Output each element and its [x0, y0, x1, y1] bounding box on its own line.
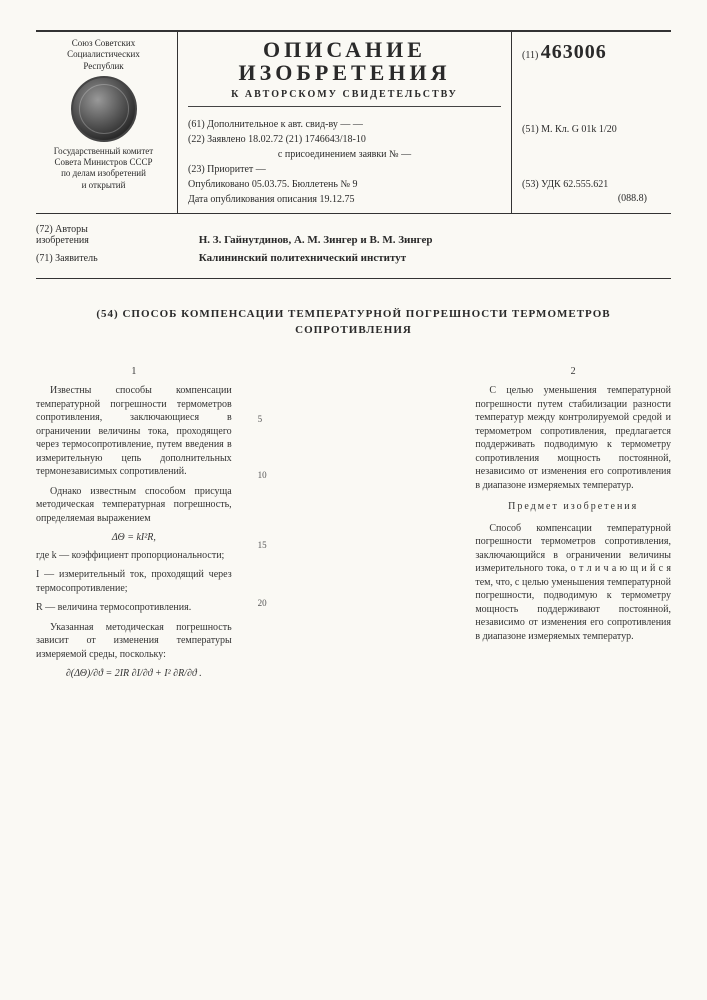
- claims-heading: Предмет изобретения: [475, 500, 671, 514]
- author-names: Н. З. Гайнутдинов, А. М. Зингер и В. М. …: [199, 234, 433, 246]
- filing-join: с присоединением заявки № —: [188, 147, 501, 162]
- doc-subtitle: К АВТОРСКОМУ СВИДЕТЕЛЬСТВУ: [188, 88, 501, 107]
- issuer-line: Государственный комитет: [36, 146, 171, 157]
- lineno-10: 10: [258, 469, 267, 481]
- applicant-name: Калининский политехнический институт: [199, 252, 406, 264]
- authors-line: (72) Авторы изобретения Н. З. Гайнутдино…: [36, 224, 671, 246]
- filing-pub: Опубликовано 05.03.75. Бюллетень № 9: [188, 177, 501, 192]
- ipc-class: (51) М. Кл. G 01k 1/20: [522, 123, 667, 138]
- def-I: I — измерительный ток, проходящий через …: [36, 568, 232, 595]
- formula-1: ΔΘ = kI²R,: [36, 531, 232, 545]
- issuer-line: и открытий: [36, 180, 171, 191]
- lineno-20: 20: [258, 597, 267, 609]
- line-number-gutter: 5 10 15 20: [256, 365, 452, 685]
- def-R: R — величина термосопротивления.: [36, 601, 232, 615]
- issuer-line: Республик: [36, 61, 171, 72]
- issuer-line: Совета Министров СССР: [36, 157, 171, 168]
- codes-column: (11) 463006 (51) М. Кл. G 01k 1/20 (53) …: [512, 32, 671, 213]
- issuer-line: по делам изобретений: [36, 168, 171, 179]
- col1-p1: Известны способы компенсации температурн…: [36, 384, 232, 479]
- title-column: ОПИСАНИЕ ИЗОБРЕТЕНИЯ К АВТОРСКОМУ СВИДЕТ…: [178, 32, 512, 213]
- col1-p3: Указанная методическая погрешность завис…: [36, 621, 232, 662]
- filing-meta: (61) Дополнительное к авт. свид-ву — — (…: [188, 117, 501, 207]
- spacer: [522, 67, 667, 123]
- column-2: 2 С целью уменьшения температурной погре…: [475, 365, 671, 685]
- filing-22: (22) Заявлено 18.02.72 (21) 1746643/18-1…: [188, 132, 501, 147]
- patent-num-label: (11): [522, 50, 538, 61]
- col2-p2: Способ компенсации температурной погрешн…: [475, 522, 671, 644]
- formula-2: ∂(ΔΘ)/∂ϑ = 2IR ∂I/∂ϑ + I² ∂R/∂ϑ .: [36, 667, 232, 681]
- invention-title: (54) СПОСОБ КОМПЕНСАЦИИ ТЕМПЕРАТУРНОЙ ПО…: [76, 307, 631, 339]
- doc-title-1: ОПИСАНИЕ: [188, 38, 501, 61]
- spacer: [522, 138, 667, 178]
- issuer-column: Союз Советских Социалистических Республи…: [36, 32, 178, 213]
- udc-sub: (088.8): [522, 192, 667, 207]
- lineno-15: 15: [258, 539, 267, 551]
- col2-number: 2: [475, 365, 671, 379]
- issuer-line: Социалистических: [36, 49, 171, 60]
- label-72: (72) Авторы изобретения: [36, 224, 136, 246]
- def-k: где k — коэффициент пропорциональности;: [36, 549, 232, 563]
- udc-code: (53) УДК 62.555.621: [522, 178, 667, 193]
- issuer-line: Союз Советских: [36, 38, 171, 49]
- filing-61: (61) Дополнительное к авт. свид-ву — —: [188, 117, 501, 132]
- patent-num-value: 463006: [541, 41, 607, 63]
- col1-number: 1: [36, 365, 232, 379]
- lineno-5: 5: [258, 413, 263, 425]
- patent-number: (11) 463006: [522, 38, 667, 67]
- column-1: 1 Известны способы компенсации температу…: [36, 365, 232, 685]
- doc-title-2: ИЗОБРЕТЕНИЯ: [188, 61, 501, 84]
- header-row: Союз Советских Социалистических Республи…: [36, 32, 671, 214]
- col1-p2: Однако известным способом присуща методи…: [36, 485, 232, 526]
- authors-block: (72) Авторы изобретения Н. З. Гайнутдино…: [36, 214, 671, 279]
- applicant-line: (71) Заявитель Калининский политехническ…: [36, 252, 671, 264]
- filing-23: (23) Приоритет —: [188, 162, 501, 177]
- col2-p1: С целью уменьшения температурной погрешн…: [475, 384, 671, 492]
- filing-date: Дата опубликования описания 19.12.75: [188, 192, 501, 207]
- label-71: (71) Заявитель: [36, 253, 136, 264]
- description-body: 1 Известны способы компенсации температу…: [36, 365, 671, 685]
- state-emblem: [71, 76, 137, 142]
- patent-page: Союз Советских Социалистических Республи…: [0, 0, 707, 1000]
